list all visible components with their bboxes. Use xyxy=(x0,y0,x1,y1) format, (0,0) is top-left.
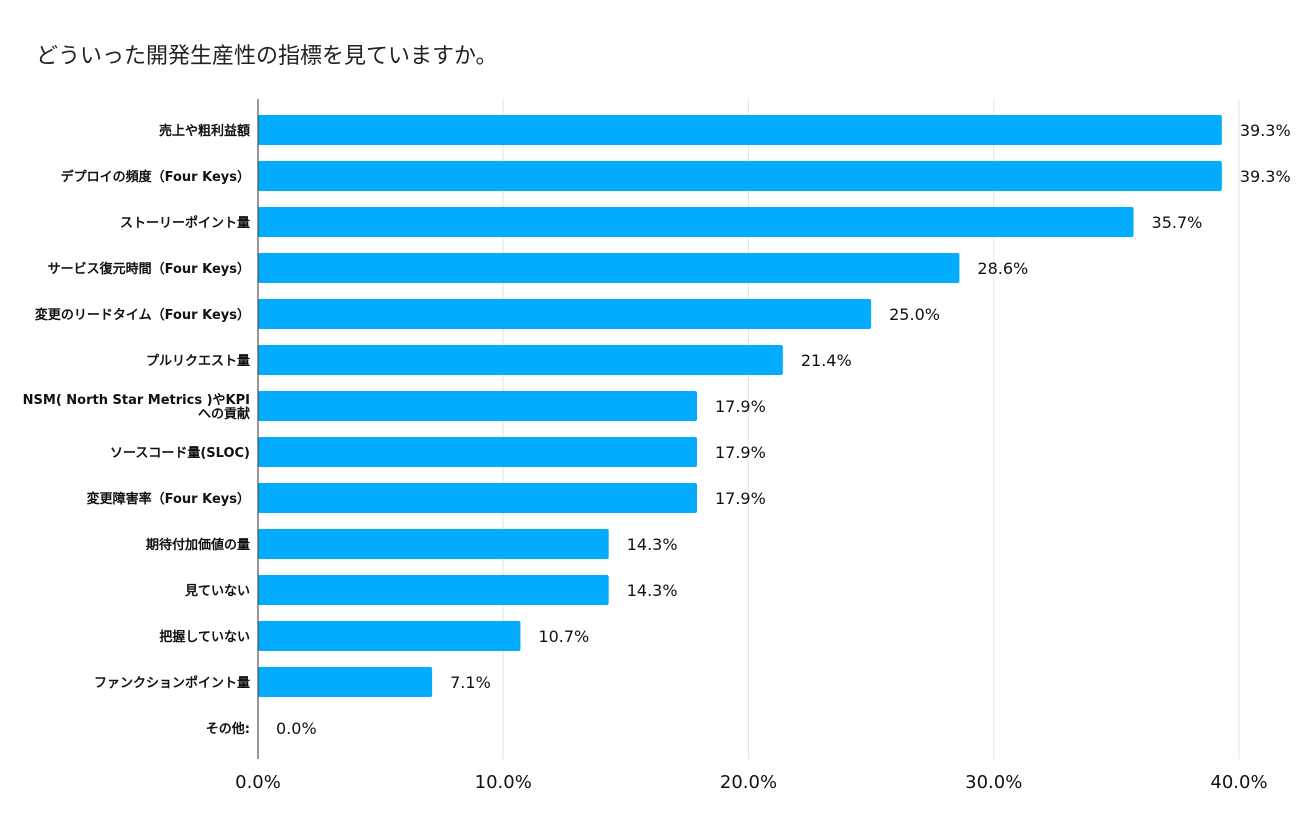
value-label: 21.4% xyxy=(801,351,852,370)
bar xyxy=(258,529,609,559)
category-label: プルリクエスト量 xyxy=(146,354,250,369)
category-label: 売上や粗利益額 xyxy=(159,123,250,139)
value-label: 10.7% xyxy=(538,627,589,646)
bar xyxy=(258,437,697,467)
bar xyxy=(258,161,1222,191)
x-tick-label: 30.0% xyxy=(965,772,1022,793)
bar xyxy=(258,345,783,375)
value-label: 35.7% xyxy=(1152,213,1203,232)
bar xyxy=(258,299,872,329)
category-label: への貢献 xyxy=(198,406,250,422)
x-tick-label: 10.0% xyxy=(475,772,532,793)
value-label: 17.9% xyxy=(715,489,766,508)
value-label: 28.6% xyxy=(977,259,1028,278)
value-label: 25.0% xyxy=(889,305,940,324)
value-label: 14.3% xyxy=(627,581,678,600)
category-label: サービス復元時間（Four Keys） xyxy=(48,261,250,277)
value-labels: 39.3% 39.3% 35.7% 28.6% 25.0% 21.4% 17.9% 17.9%… xyxy=(276,121,1291,738)
category-label: その他: xyxy=(206,721,250,737)
category-label: NSM( North Star Metrics )やKPI xyxy=(23,393,250,408)
category-label: 把握していない xyxy=(159,629,250,645)
value-label: 17.9% xyxy=(715,397,766,416)
bar xyxy=(258,621,521,651)
x-tick-label: 20.0% xyxy=(720,772,777,793)
category-label: デプロイの頻度（Four Keys） xyxy=(61,169,250,185)
value-label: 39.3% xyxy=(1240,167,1291,186)
x-tick-label: 0.0% xyxy=(235,772,281,793)
value-label: 7.1% xyxy=(450,673,491,692)
category-label: 期待付加価値の量 xyxy=(146,537,250,553)
category-label: 変更のリードタイム（Four Keys） xyxy=(35,307,250,323)
value-label: 14.3% xyxy=(627,535,678,554)
bar xyxy=(258,115,1222,145)
bar xyxy=(258,667,433,697)
bar xyxy=(258,253,960,283)
category-label: 変更障害率（Four Keys） xyxy=(87,491,250,507)
x-axis-ticks: 0.0% 10.0% 20.0% 30.0% 40.0% xyxy=(235,772,1267,793)
bars xyxy=(258,115,1222,697)
value-label: 0.0% xyxy=(276,719,317,738)
value-label: 17.9% xyxy=(715,443,766,462)
category-label: 見ていない xyxy=(184,584,250,599)
category-label: ストーリーポイント量 xyxy=(120,215,250,231)
category-label: ソースコード量(SLOC) xyxy=(110,446,250,461)
bar xyxy=(258,391,697,421)
category-label: ファンクションポイント量 xyxy=(94,675,250,691)
chart-title: どういった開発生産性の指標を見ていますか。 xyxy=(36,44,498,69)
value-label: 39.3% xyxy=(1240,121,1291,140)
bar xyxy=(258,483,697,513)
bar xyxy=(258,207,1134,237)
x-tick-label: 40.0% xyxy=(1210,772,1267,793)
bar xyxy=(258,575,609,605)
grid-lines xyxy=(502,99,1240,759)
